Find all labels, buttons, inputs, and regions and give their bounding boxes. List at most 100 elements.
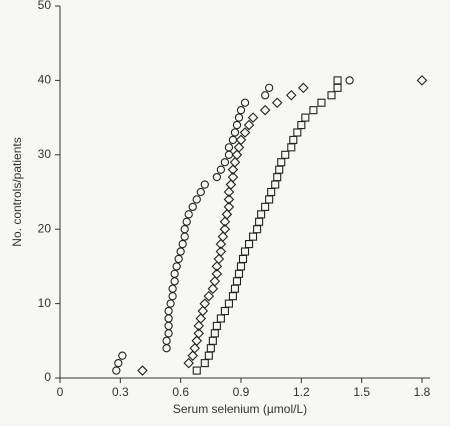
point [240, 247, 250, 256]
point [317, 98, 326, 107]
point [287, 143, 296, 152]
y-axis-label: No. controls/patients [10, 137, 24, 246]
point [168, 284, 177, 293]
point [333, 83, 342, 92]
point [193, 320, 205, 332]
point [229, 156, 241, 168]
point [271, 180, 280, 189]
point [286, 90, 297, 101]
point [210, 329, 219, 338]
x-tick-label: 0 [57, 385, 64, 399]
point [298, 82, 309, 94]
point [234, 113, 244, 122]
point [170, 277, 179, 286]
point [174, 254, 183, 264]
point [327, 91, 336, 100]
point [211, 261, 223, 272]
point [204, 351, 213, 360]
point [199, 298, 211, 309]
point [271, 97, 283, 108]
point [208, 336, 217, 345]
point [224, 299, 233, 308]
point [200, 180, 209, 189]
point [249, 232, 258, 241]
point [236, 262, 246, 271]
point [220, 306, 229, 316]
point [193, 328, 205, 339]
point [164, 329, 173, 338]
point [211, 268, 223, 280]
point [176, 247, 185, 256]
point [195, 313, 207, 324]
point [209, 276, 221, 287]
point [213, 253, 225, 265]
point [235, 134, 247, 146]
x-tick-label: 0.9 [233, 385, 250, 399]
point [207, 283, 219, 294]
point [192, 366, 201, 375]
point [223, 194, 235, 205]
point [333, 76, 342, 85]
point [281, 150, 290, 159]
point [164, 314, 173, 323]
point [253, 225, 262, 234]
point [212, 172, 222, 182]
point [239, 127, 251, 138]
x-axis-label: Serum selenium (µmol/L) [173, 402, 307, 416]
point [230, 284, 240, 293]
point [217, 231, 229, 242]
point [259, 104, 271, 116]
point [224, 143, 234, 152]
point [232, 120, 242, 130]
point [170, 269, 179, 278]
point [215, 238, 227, 250]
point [216, 314, 225, 323]
point [223, 186, 235, 198]
point [162, 336, 171, 345]
point [267, 187, 276, 197]
point [228, 135, 238, 145]
point [187, 350, 199, 361]
x-tick-label: 1.8 [414, 385, 431, 399]
point [220, 158, 230, 167]
point [416, 75, 428, 86]
point [118, 351, 127, 360]
point [197, 305, 209, 317]
point [114, 358, 123, 368]
point [238, 254, 248, 264]
y-tick-label: 30 [38, 147, 52, 161]
y-tick-label: 20 [38, 221, 52, 235]
point [277, 158, 286, 167]
point [219, 216, 231, 228]
point [223, 201, 235, 213]
point [212, 321, 221, 330]
point [180, 232, 189, 241]
point [172, 262, 181, 271]
point [227, 164, 239, 175]
point [184, 210, 193, 219]
point [244, 240, 254, 249]
point [255, 217, 264, 226]
point [257, 210, 266, 219]
point [196, 187, 205, 197]
point [112, 366, 121, 375]
point [243, 119, 255, 131]
x-tick-label: 1.5 [353, 385, 370, 399]
point [260, 91, 270, 100]
point [345, 76, 354, 85]
point [247, 112, 259, 123]
y-tick-label: 40 [38, 73, 52, 87]
point [289, 135, 298, 144]
x-tick-label: 0.6 [172, 385, 189, 399]
point [261, 202, 270, 211]
x-tick-label: 1.2 [293, 385, 310, 399]
point [301, 113, 310, 122]
point [234, 269, 244, 278]
point [273, 173, 282, 182]
point [182, 217, 191, 226]
point [221, 209, 233, 220]
point [180, 225, 189, 234]
point [216, 165, 226, 174]
point [219, 223, 231, 235]
